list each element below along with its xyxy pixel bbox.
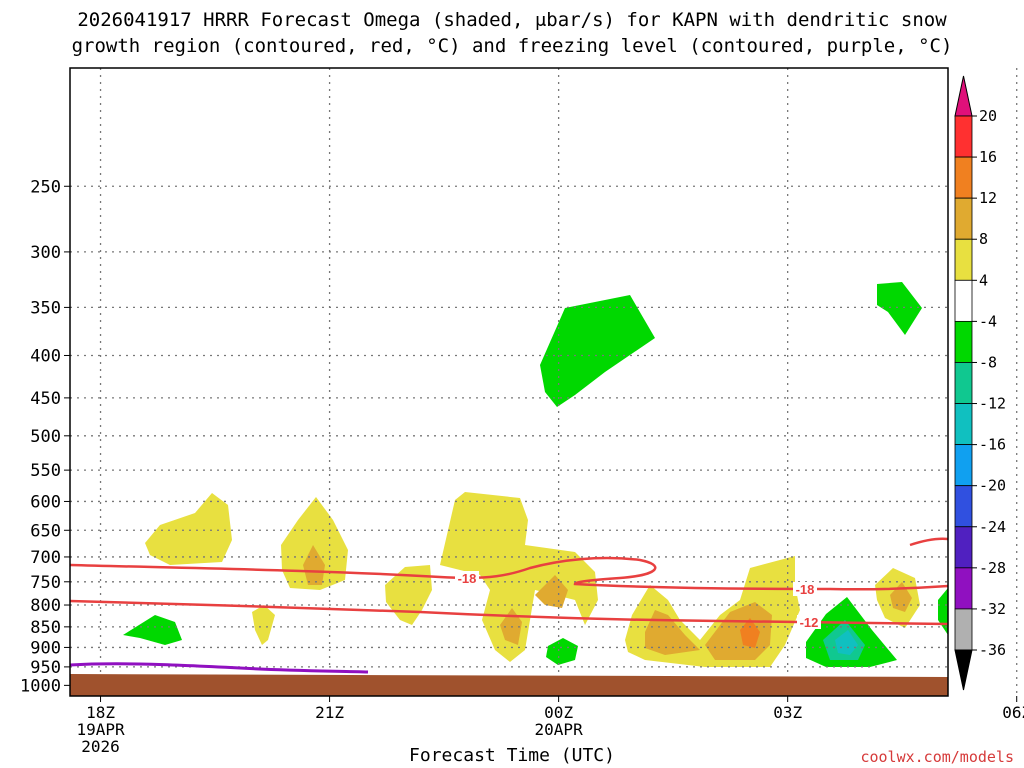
colorbar-label: -28 (979, 559, 1006, 577)
y-tick-label: 850 (30, 618, 61, 638)
y-tick-label: 600 (30, 492, 61, 512)
y-tick-label: 450 (30, 389, 61, 409)
colorbar-swatch (954, 279, 973, 322)
y-tick-label: 300 (30, 243, 61, 263)
omega-neg-area (938, 588, 948, 635)
colorbar-label: -36 (979, 641, 1006, 659)
omega-neg-area (835, 630, 858, 655)
contour-labels: -18 -18 -12 (455, 571, 821, 630)
colorbar-label: -4 (979, 312, 997, 330)
colorbar-label: 8 (979, 230, 988, 248)
x-tick-label: 18Z (86, 703, 115, 722)
x-tick-label: 20APR (535, 720, 584, 739)
y-axis: 2503003504004505005506006507007508008509… (20, 177, 70, 696)
colorbar-top-arrow (954, 75, 973, 117)
colorbar-swatch (954, 156, 973, 199)
colorbar-swatch (954, 238, 973, 281)
colorbar-label: 4 (979, 271, 988, 289)
y-tick-label: 550 (30, 461, 61, 481)
y-tick-label: 650 (30, 521, 61, 541)
omega-neg-area (546, 638, 578, 665)
colorbar-swatch (954, 444, 973, 487)
y-tick-label: 900 (30, 638, 61, 658)
y-tick-label: 950 (30, 658, 61, 678)
y-tick-label: 1000 (20, 676, 61, 696)
credit-text: coolwx.com/models (860, 748, 1014, 766)
omega-pos-area (145, 493, 232, 565)
colorbar-label: -12 (979, 395, 1006, 413)
colorbar-swatch (954, 320, 973, 363)
colorbar-label: -8 (979, 353, 997, 371)
omega-pos-area (252, 605, 275, 645)
colorbar-swatch (954, 115, 973, 158)
omega-pos-area (740, 618, 760, 648)
x-tick-label: 06Z (1002, 703, 1024, 722)
freezing-level-contour (69, 662, 369, 674)
x-tick-label: 00Z (544, 703, 573, 722)
plot-area: -18 -18 -12 (69, 67, 1018, 697)
omega-shading (123, 282, 948, 667)
y-tick-label: 750 (30, 573, 61, 593)
colorbar-swatch (954, 567, 973, 610)
colorbar-swatch (954, 608, 973, 651)
omega-neg-area (540, 295, 655, 407)
contour-label-2: -18 (796, 582, 815, 597)
ground-area (70, 674, 948, 696)
colorbar-swatch (954, 526, 973, 569)
colorbar-label: -16 (979, 436, 1006, 454)
omega-neg-area (877, 282, 922, 335)
plot-frame (69, 67, 949, 697)
omega-pos-area (281, 497, 348, 590)
y-tick-label: 250 (30, 177, 61, 197)
colorbar-swatch (954, 403, 973, 446)
colorbar: 20 16 12 8 4 -4 -8 -12 -16 -20 -24 -28 -32 -36 (954, 75, 1006, 691)
y-tick-label: 700 (30, 548, 61, 568)
x-tick-label: 2026 (81, 737, 120, 756)
x-tick-label: 03Z (773, 703, 802, 722)
omega-neg-area (123, 615, 182, 645)
chart-title-line2: growth region (contoured, red, °C) and f… (71, 35, 953, 57)
dgz-minus12-contour (69, 599, 949, 626)
contour-label-1: -18 (458, 571, 477, 586)
colorbar-label: 20 (979, 107, 997, 125)
colorbar-bottom-arrow (954, 649, 973, 691)
omega-pos-area (535, 575, 568, 608)
chart-title-line1: 2026041917 HRRR Forecast Omega (shaded, … (77, 9, 947, 31)
omega-pos-area (303, 545, 325, 585)
x-axis-title: Forecast Time (UTC) (409, 745, 615, 766)
contour-label-bg (797, 615, 821, 629)
colorbar-label: -24 (979, 518, 1006, 536)
x-axis: 18Z19APR202621Z00Z20APR03Z06Z09Z (76, 696, 1024, 756)
colorbar-swatch (954, 197, 973, 240)
y-tick-label: 800 (30, 596, 61, 616)
x-tick-label: 19APR (76, 720, 125, 739)
y-tick-label: 500 (30, 427, 61, 447)
dgz-minus12-contour-upper (909, 537, 949, 547)
omega-pos-area (440, 492, 598, 662)
x-tick-label: 21Z (315, 703, 344, 722)
colorbar-label: -32 (979, 600, 1006, 618)
y-tick-label: 350 (30, 298, 61, 318)
contour-label-3: -12 (800, 615, 819, 630)
colorbar-label: 16 (979, 148, 997, 166)
colorbar-swatch (954, 362, 973, 404)
colorbar-label: -20 (979, 477, 1006, 495)
colorbar-swatch (954, 485, 973, 528)
colorbar-label: 12 (979, 189, 997, 207)
contour-label-bg (793, 582, 817, 596)
contour-label-bg (455, 571, 479, 585)
y-tick-label: 400 (30, 346, 61, 366)
